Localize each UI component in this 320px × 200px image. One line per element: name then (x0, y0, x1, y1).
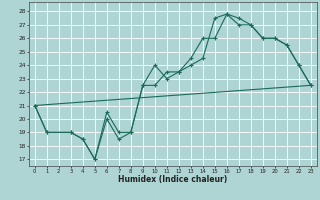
X-axis label: Humidex (Indice chaleur): Humidex (Indice chaleur) (118, 175, 228, 184)
